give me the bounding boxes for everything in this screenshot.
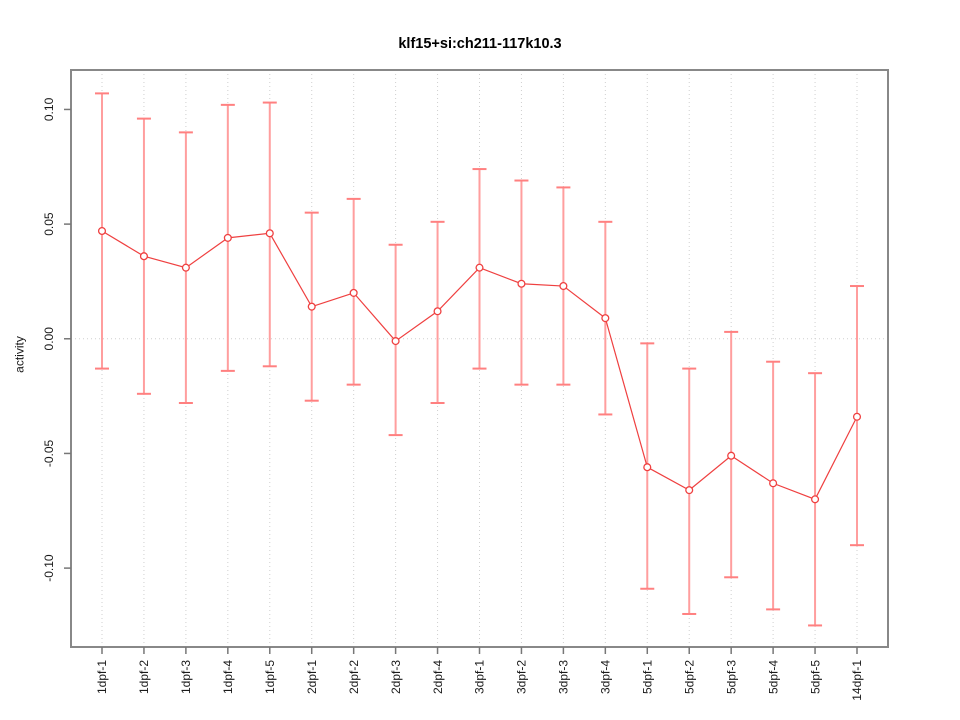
data-point-marker (139, 252, 148, 261)
x-axis-tick-label: 1dpf-4 (221, 660, 235, 694)
data-point-marker (433, 307, 442, 316)
x-axis-tick-label: 2dpf-3 (389, 660, 403, 694)
x-axis-tick-label: 1dpf-1 (95, 660, 109, 694)
data-point-marker (265, 229, 274, 238)
x-axis-tick-label: 5dpf-5 (808, 660, 822, 694)
data-point-marker (97, 226, 107, 236)
y-axis-tick-label: -0.05 (42, 439, 56, 467)
data-point-marker (391, 337, 400, 346)
x-axis-tick-label: 3dpf-4 (599, 660, 613, 694)
x-axis-tick-label: 5dpf-4 (766, 660, 780, 694)
y-axis-tick-label: 0.05 (42, 212, 56, 236)
y-axis-tick-label: 0.10 (42, 97, 56, 121)
x-axis-tick-label: 3dpf-2 (515, 660, 529, 694)
x-axis-tick-label: 1dpf-5 (263, 660, 277, 694)
data-point-marker (811, 495, 820, 504)
data-point-marker (769, 479, 778, 488)
x-axis-tick-label: 2dpf-2 (347, 660, 361, 694)
data-point-marker (643, 463, 652, 472)
data-point-marker (727, 451, 736, 460)
data-point-marker (349, 288, 358, 297)
x-axis-tick-label: 2dpf-4 (431, 660, 445, 694)
x-axis-tick-label: 3dpf-1 (473, 660, 487, 694)
data-point-marker (223, 233, 232, 242)
x-axis-tick-label: 5dpf-3 (724, 660, 738, 694)
data-point-marker (181, 263, 190, 272)
x-axis-tick-label: 1dpf-2 (137, 660, 151, 694)
data-point-marker (852, 412, 862, 421)
x-axis-tick-label: 3dpf-3 (557, 660, 571, 694)
data-point-marker (685, 486, 694, 495)
y-axis-tick-label: -0.10 (42, 554, 56, 582)
x-axis-tick-label: 2dpf-1 (305, 660, 319, 694)
chart-title: klf15+si:ch211-117k10.3 (398, 36, 562, 52)
data-point-marker (517, 279, 526, 288)
data-point-marker (601, 314, 610, 323)
data-point-marker (559, 281, 568, 291)
x-axis-tick-label: 14dpf-1 (850, 660, 864, 701)
x-axis-tick-label: 5dpf-1 (640, 660, 654, 694)
data-point-marker (475, 263, 484, 272)
y-axis-tick-label: 0.00 (42, 327, 56, 351)
x-axis-tick-label: 1dpf-3 (179, 660, 193, 694)
x-axis-tick-label: 5dpf-2 (682, 660, 696, 694)
data-point-marker (307, 302, 316, 311)
